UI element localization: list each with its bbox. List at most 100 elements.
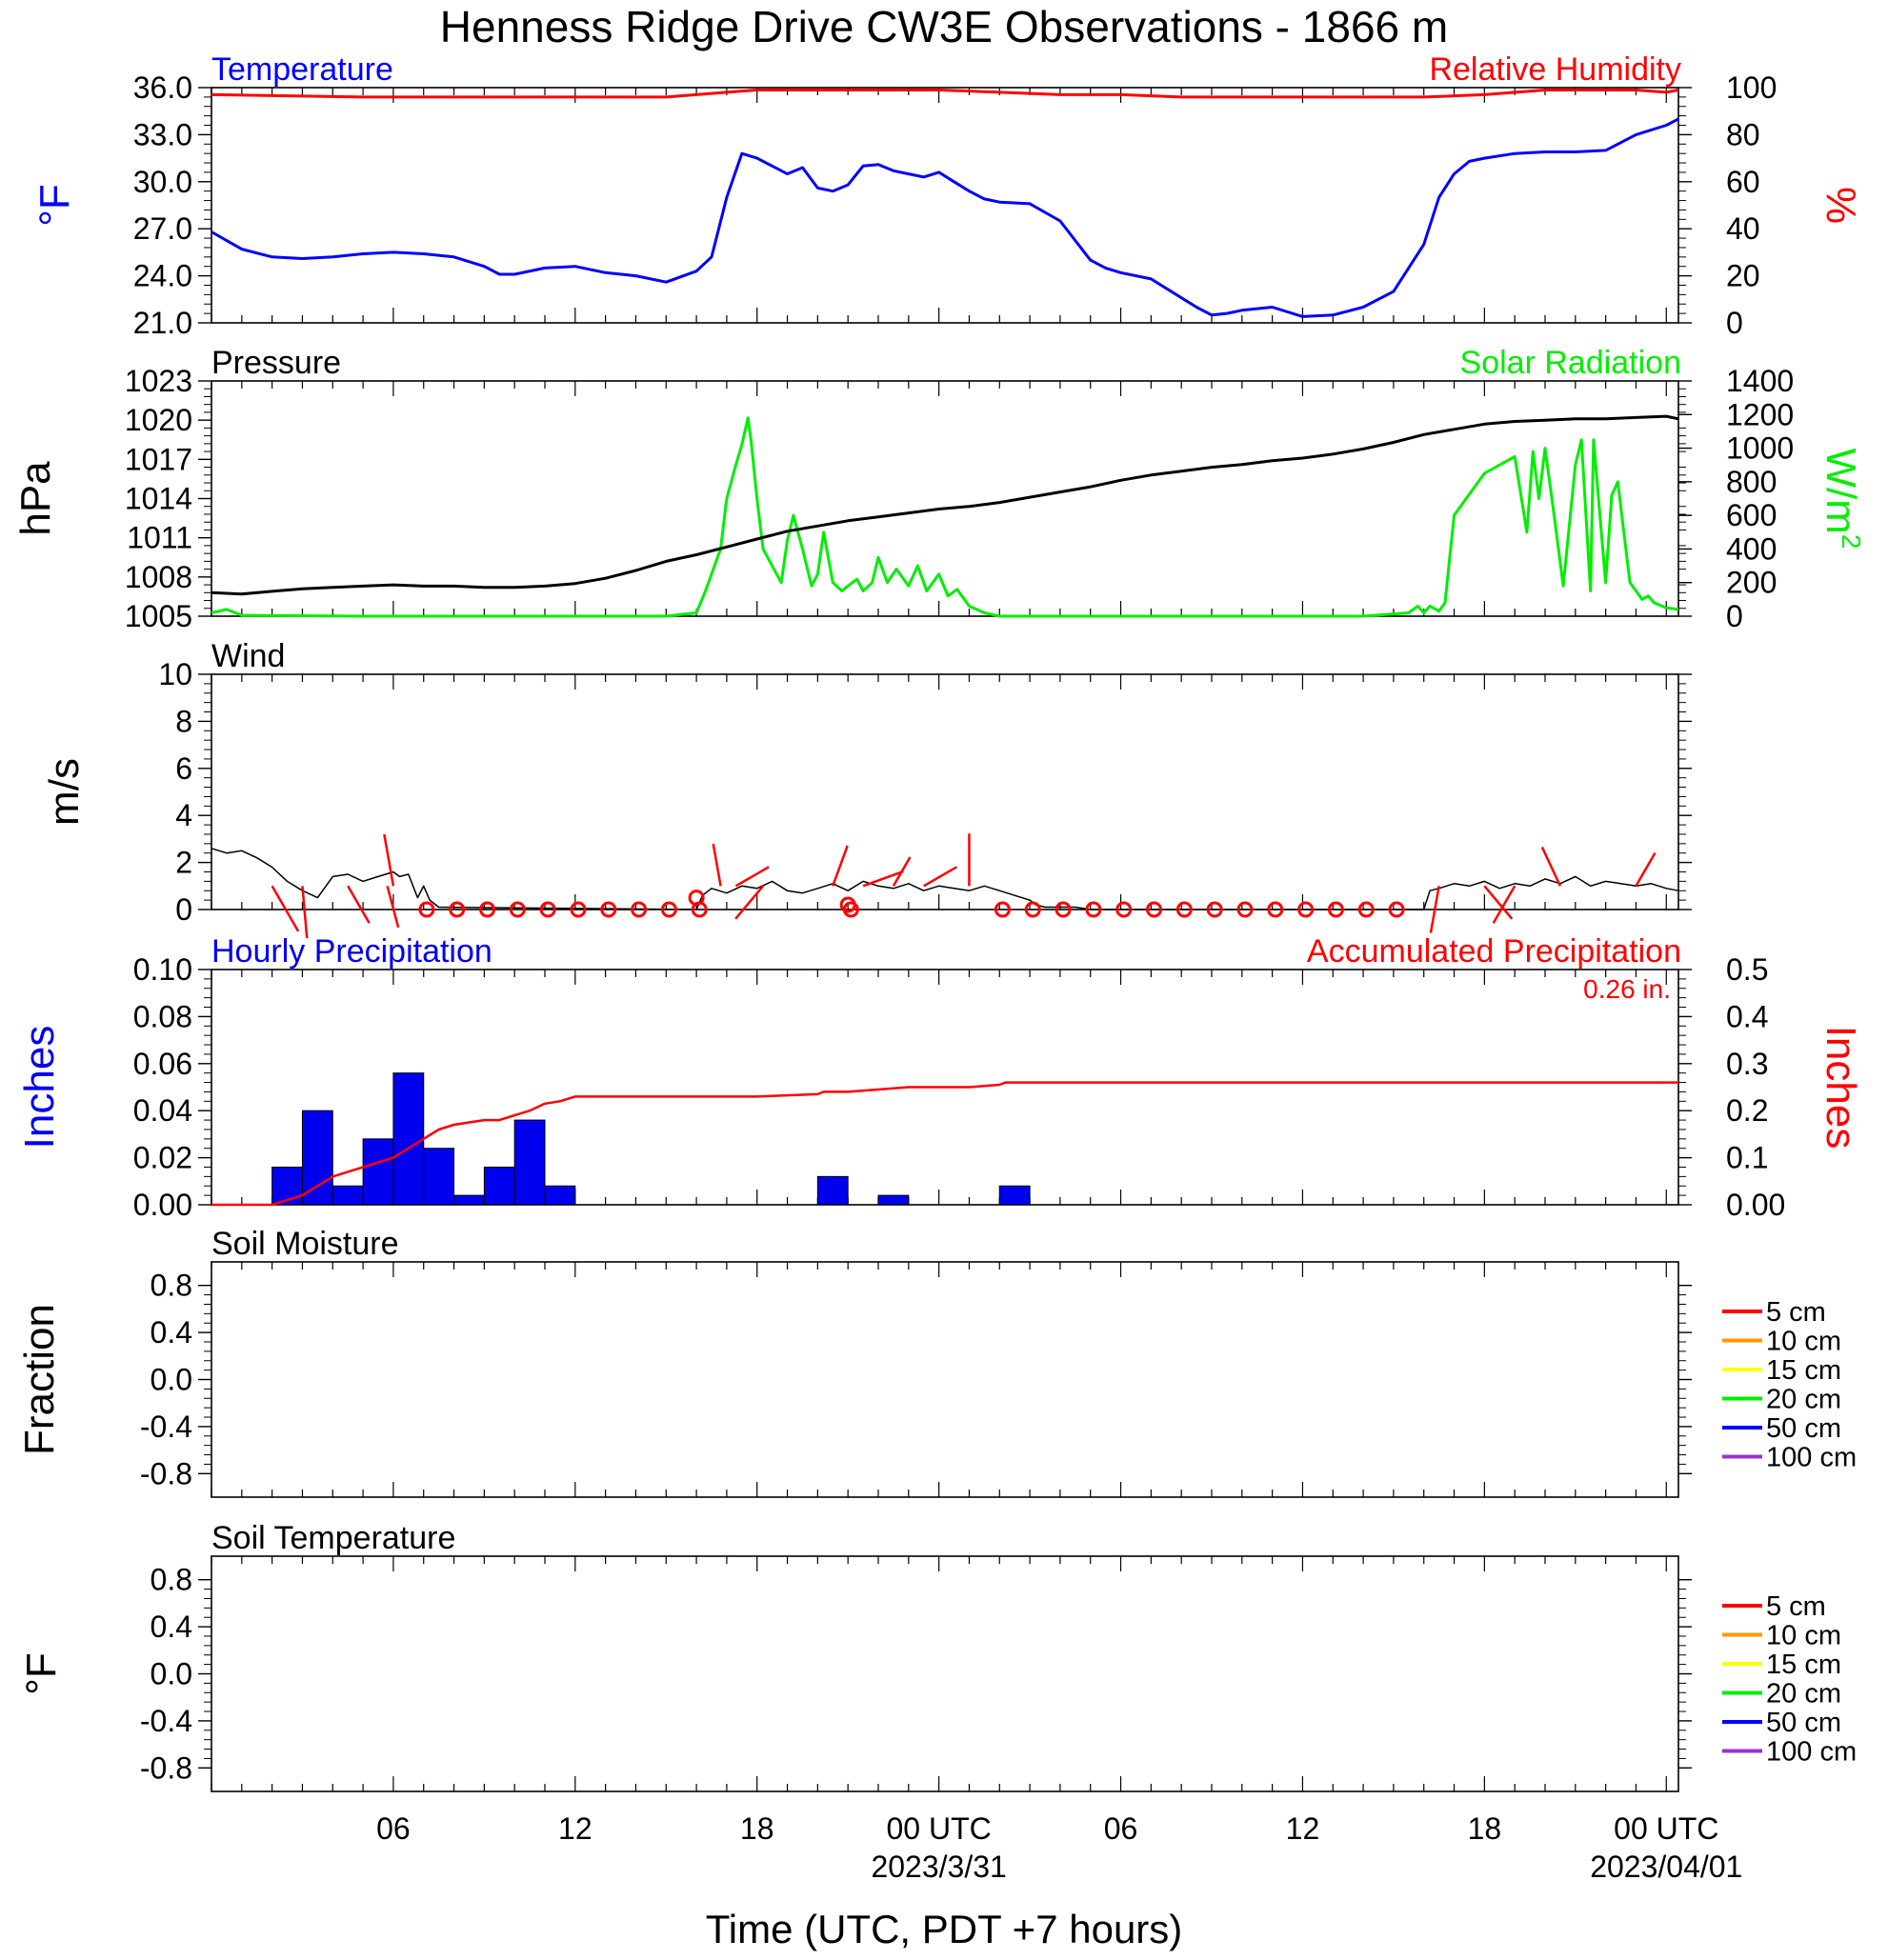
hourly-precip-bar bbox=[998, 1185, 1031, 1206]
calm-wind-marker bbox=[1297, 901, 1315, 918]
temperature-panel: 21.0 24.0 27.0 30.0 33.0 36.0 0 20 40 60 80 100 Temp… bbox=[31, 51, 1864, 340]
y-tick-label: 1017 bbox=[125, 442, 192, 476]
y-axis-label-left: °F bbox=[18, 1652, 65, 1694]
calm-wind-marker bbox=[688, 890, 705, 907]
right-y-tick-label: 1400 bbox=[1726, 364, 1794, 398]
y-tick-label: -0.8 bbox=[140, 1750, 192, 1785]
panel-frame bbox=[211, 969, 1679, 1206]
y-tick-label: 4 bbox=[175, 798, 192, 832]
wind-barb bbox=[1492, 885, 1516, 924]
hourly-precip-bar bbox=[271, 1166, 303, 1206]
wind-panel: 0 2 4 6 8 10 Wind m/s bbox=[41, 638, 1692, 939]
wind-barb bbox=[712, 843, 722, 887]
legend-label: 50 cm bbox=[1766, 1708, 1841, 1738]
wind-barb bbox=[1635, 852, 1657, 887]
panel-title-left: Temperature bbox=[211, 51, 393, 88]
calm-wind-marker bbox=[418, 901, 435, 918]
legend-label: 5 cm bbox=[1766, 1591, 1826, 1622]
panel-title-left: Pressure bbox=[211, 345, 341, 381]
calm-wind-marker bbox=[449, 901, 466, 918]
wind-barb bbox=[734, 866, 770, 888]
series-left-line bbox=[211, 117, 1679, 318]
panel-frame bbox=[211, 87, 1679, 324]
y-tick-label: 1011 bbox=[127, 521, 192, 555]
y-tick-label: 0.00 bbox=[133, 1188, 192, 1222]
y-axis-label-right: W/m2 bbox=[1818, 449, 1866, 550]
right-y-tick-label: 800 bbox=[1726, 465, 1777, 499]
hourly-precip-bar bbox=[513, 1119, 546, 1206]
wind-barb bbox=[386, 885, 400, 929]
wind-barb bbox=[271, 885, 300, 932]
x-tick-label: 06 bbox=[1104, 1811, 1138, 1846]
y-axis-label-right-superscript: 2 bbox=[1837, 534, 1866, 550]
y-tick-label: 1008 bbox=[125, 560, 192, 594]
calm-wind-marker bbox=[1054, 901, 1072, 918]
y-tick-label: 0.0 bbox=[151, 1657, 192, 1691]
right-y-tick-label: 0.2 bbox=[1726, 1093, 1768, 1128]
y-tick-label: 30.0 bbox=[133, 165, 192, 199]
wind-barb bbox=[301, 886, 309, 939]
calm-wind-marker bbox=[539, 901, 556, 918]
y-axis-label-left: Fraction bbox=[16, 1304, 63, 1455]
legend-label: 100 cm bbox=[1766, 1443, 1857, 1473]
y-tick-label: 36.0 bbox=[133, 70, 192, 105]
wind-barb bbox=[832, 845, 849, 887]
calm-wind-marker bbox=[1327, 901, 1344, 918]
wind-barb bbox=[862, 870, 904, 888]
right-y-tick-label: 600 bbox=[1726, 498, 1777, 532]
x-tick-label: 18 bbox=[740, 1811, 774, 1846]
series-left-line bbox=[211, 414, 1679, 596]
calm-wind-marker bbox=[570, 901, 587, 918]
right-y-tick-label: 20 bbox=[1726, 259, 1760, 293]
y-tick-label: 8 bbox=[175, 704, 192, 738]
y-tick-label: 0.02 bbox=[133, 1141, 192, 1175]
wind-barb bbox=[892, 856, 912, 887]
right-y-tick-label: 60 bbox=[1726, 165, 1760, 199]
wind-barb bbox=[734, 885, 765, 920]
y-axis-label-right: Inches bbox=[1818, 1026, 1864, 1150]
y-tick-label: 0.8 bbox=[151, 1563, 192, 1597]
hourly-precip-bar bbox=[453, 1194, 485, 1206]
wind-barb bbox=[923, 866, 957, 888]
legend-label: 20 cm bbox=[1766, 1385, 1841, 1415]
hourly-precip-bar bbox=[544, 1185, 576, 1206]
calm-wind-marker bbox=[1267, 901, 1284, 918]
right-y-tick-label: 0.1 bbox=[1726, 1141, 1768, 1175]
right-y-tick-label: 100 bbox=[1726, 70, 1777, 105]
y-tick-label: 2 bbox=[175, 846, 192, 880]
y-tick-label: 1020 bbox=[125, 403, 192, 437]
y-tick-label: 27.0 bbox=[133, 211, 192, 246]
x-axis-label: Time (UTC, PDT +7 hours) bbox=[706, 1907, 1183, 1951]
right-y-tick-label: 200 bbox=[1726, 566, 1777, 600]
total-precip-label: 0.26 in. bbox=[1583, 974, 1671, 1004]
calm-wind-marker bbox=[1115, 901, 1133, 918]
right-y-tick-label: 40 bbox=[1726, 211, 1760, 246]
x-tick-label: 00 UTC bbox=[887, 1811, 992, 1846]
hourly-precip-bar bbox=[483, 1166, 515, 1206]
y-axis-label-left: Inches bbox=[16, 1026, 63, 1150]
calm-wind-marker bbox=[1388, 901, 1405, 918]
y-tick-label: 0.8 bbox=[151, 1269, 192, 1303]
y-axis-label-right: % bbox=[1818, 187, 1864, 224]
wind-barb bbox=[347, 885, 371, 924]
x-tick-label: 18 bbox=[1468, 1811, 1502, 1846]
panel-title-left: Wind bbox=[211, 638, 285, 674]
y-tick-label: 0.04 bbox=[133, 1093, 192, 1128]
precipitation-panel: 0.00 0.02 0.04 0.06 0.08 0.10 0.00 0.1 0.2 0.3 0.4… bbox=[16, 933, 1864, 1222]
wind-barb bbox=[1483, 885, 1514, 920]
panel-title-left: Soil Moisture bbox=[211, 1226, 399, 1262]
calm-wind-marker bbox=[994, 901, 1011, 918]
legend-label: 15 cm bbox=[1766, 1650, 1841, 1680]
series-right-line bbox=[211, 89, 1679, 99]
x-tick-date-label: 2023/3/31 bbox=[871, 1850, 1006, 1884]
right-y-tick-label: 80 bbox=[1726, 117, 1760, 151]
y-tick-label: -0.4 bbox=[140, 1410, 192, 1444]
calm-wind-marker bbox=[1146, 901, 1163, 918]
legend-label: 10 cm bbox=[1766, 1327, 1841, 1357]
right-y-tick-label: 0.4 bbox=[1726, 999, 1768, 1033]
y-tick-label: 33.0 bbox=[133, 117, 192, 151]
right-y-tick-label: 1200 bbox=[1726, 397, 1794, 431]
hourly-precip-bar bbox=[301, 1110, 333, 1206]
calm-wind-marker bbox=[600, 901, 617, 918]
